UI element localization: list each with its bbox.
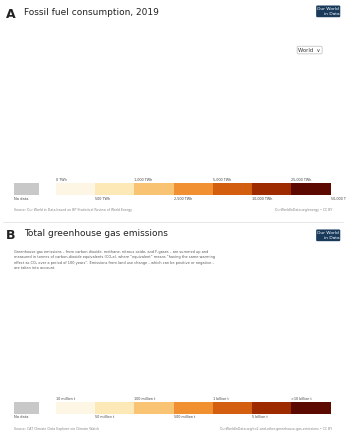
- Text: A: A: [6, 8, 16, 21]
- Text: 1 billion t: 1 billion t: [213, 396, 229, 401]
- Text: 500 million t: 500 million t: [174, 415, 195, 419]
- Text: 25,000 TWh: 25,000 TWh: [291, 178, 312, 182]
- Text: No data: No data: [13, 197, 28, 201]
- Text: 5 billion t: 5 billion t: [252, 415, 268, 419]
- Text: Our World
in Data: Our World in Data: [317, 7, 339, 16]
- Text: Source: Our World in Data based on BP Statistical Review of World Energy: Source: Our World in Data based on BP St…: [13, 208, 131, 212]
- Text: 2,500 TWh: 2,500 TWh: [174, 197, 192, 201]
- Text: Total greenhouse gas emissions: Total greenhouse gas emissions: [24, 230, 168, 239]
- Text: 50,000 TWh: 50,000 TWh: [331, 197, 346, 201]
- Text: 5,000 TWh: 5,000 TWh: [213, 178, 231, 182]
- Text: B: B: [6, 230, 16, 243]
- Text: 10,000 TWh: 10,000 TWh: [252, 197, 273, 201]
- Text: OurWorldInData.org/co2-and-other-greenhouse-gas-emissions • CC BY: OurWorldInData.org/co2-and-other-greenho…: [220, 426, 333, 430]
- Text: Source: CAT Climate Data Explorer via Climate Watch: Source: CAT Climate Data Explorer via Cl…: [13, 426, 99, 430]
- Text: 0 TWh: 0 TWh: [56, 178, 67, 182]
- Text: Our World
in Data: Our World in Data: [317, 231, 339, 240]
- Text: Fossil fuel consumption, 2019: Fossil fuel consumption, 2019: [24, 8, 159, 17]
- Text: 100 million t: 100 million t: [135, 396, 156, 401]
- Text: >10 billion t: >10 billion t: [291, 396, 312, 401]
- Text: 1,000 TWh: 1,000 TWh: [135, 178, 153, 182]
- Text: 500 TWh: 500 TWh: [95, 197, 110, 201]
- Text: Greenhouse gas emissions – from carbon dioxide, methane, nitrous oxide, and F-ga: Greenhouse gas emissions – from carbon d…: [13, 250, 215, 270]
- Text: No data: No data: [13, 415, 28, 419]
- Text: 50 million t: 50 million t: [95, 415, 115, 419]
- Text: OurWorldInData.org/energy • CC BY: OurWorldInData.org/energy • CC BY: [275, 208, 333, 212]
- Text: World  ∨: World ∨: [299, 48, 321, 53]
- Text: 10 million t: 10 million t: [56, 396, 75, 401]
